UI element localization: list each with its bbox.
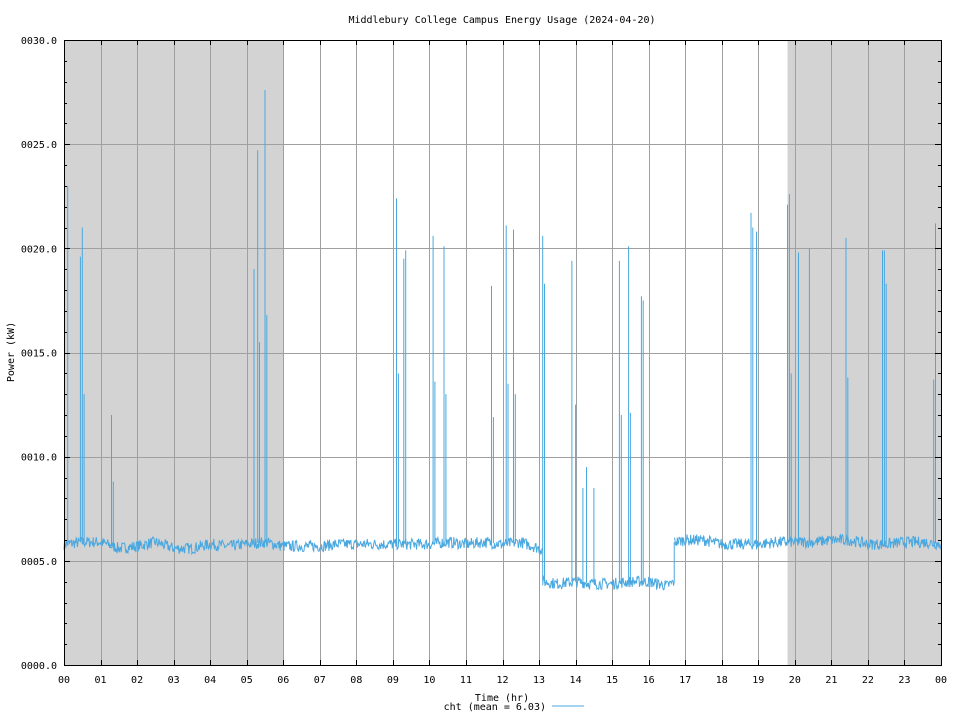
y-axis-tick-labels: 0000.0 0005.0 0010.0 0015.0 0020.0 0025.0 0030… [21, 36, 57, 672]
x-axis-label: Time (hr) [475, 693, 529, 704]
legend-entry-label: cht (mean = 6.03) [444, 702, 546, 713]
x-tick-label: 00 [935, 675, 947, 686]
x-tick-label: 03 [168, 675, 180, 686]
x-tick-label: 04 [204, 675, 216, 686]
shaded-period-1 [787, 40, 941, 665]
x-tick-label: 08 [350, 675, 362, 686]
y-tick-label: 0015.0 [21, 349, 57, 360]
x-tick-label: 10 [423, 675, 435, 686]
x-tick-label: 14 [570, 675, 582, 686]
y-tick-label: 0020.0 [21, 244, 57, 255]
y-tick-label: 0005.0 [21, 557, 57, 568]
x-tick-label: 18 [716, 675, 728, 686]
x-tick-label: 16 [643, 675, 655, 686]
series-segment-2 [673, 533, 942, 551]
x-tick-label: 02 [131, 675, 143, 686]
x-tick-label: 20 [789, 675, 801, 686]
series-segment-1 [542, 574, 675, 591]
x-tick-label: 19 [752, 675, 764, 686]
grid-lines [64, 40, 941, 665]
x-tick-label: 15 [606, 675, 618, 686]
x-tick-label: 22 [862, 675, 874, 686]
series-segment-0 [63, 535, 544, 556]
x-tick-label: 21 [825, 675, 837, 686]
x-tick-label: 17 [679, 675, 691, 686]
x-tick-label: 05 [241, 675, 253, 686]
y-tick-label: 0010.0 [21, 453, 57, 464]
axis-ticks [64, 40, 942, 666]
x-tick-label: 09 [387, 675, 399, 686]
x-tick-label: 13 [533, 675, 545, 686]
series-line [63, 90, 942, 591]
x-tick-label: 00 [58, 675, 70, 686]
x-axis-tick-labels: 00 01 02 03 04 05 06 07 08 09 10 11 12 13 14 15 16 17 18 19… [58, 675, 947, 686]
y-tick-label: 0030.0 [21, 36, 57, 47]
shaded-period-0 [64, 40, 284, 665]
chart-title: Middlebury College Campus Energy Usage (… [348, 15, 655, 26]
y-axis-label: Power (kW) [6, 322, 17, 382]
x-tick-label: 07 [314, 675, 326, 686]
x-tick-label: 11 [460, 675, 472, 686]
y-tick-label: 0025.0 [21, 140, 57, 151]
y-tick-label: 0000.0 [21, 661, 57, 672]
x-tick-label: 12 [496, 675, 508, 686]
x-tick-label: 01 [95, 675, 107, 686]
x-tick-label: 23 [898, 675, 910, 686]
x-tick-label: 06 [277, 675, 289, 686]
